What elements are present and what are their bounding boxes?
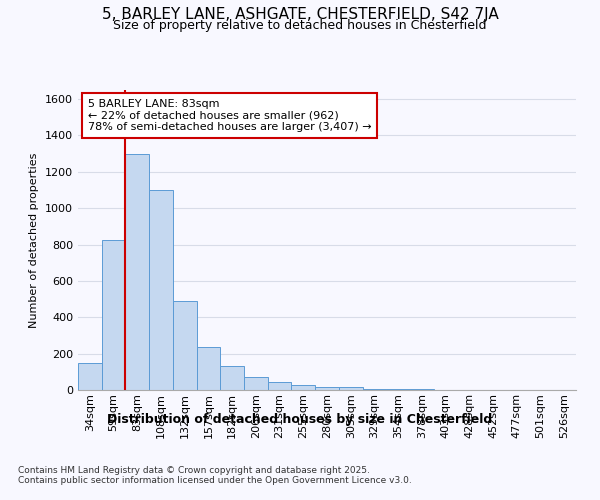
Text: 5, BARLEY LANE, ASHGATE, CHESTERFIELD, S42 7JA: 5, BARLEY LANE, ASHGATE, CHESTERFIELD, S…	[101, 8, 499, 22]
Bar	[173, 301, 197, 390]
Bar	[125, 154, 149, 390]
Text: Size of property relative to detached houses in Chesterfield: Size of property relative to detached ho…	[113, 19, 487, 32]
Bar	[244, 378, 268, 390]
Y-axis label: Number of detached properties: Number of detached properties	[29, 152, 40, 328]
Text: Contains HM Land Registry data © Crown copyright and database right 2025.: Contains HM Land Registry data © Crown c…	[18, 466, 370, 475]
Bar	[220, 366, 244, 390]
Text: 5 BARLEY LANE: 83sqm
← 22% of detached houses are smaller (962)
78% of semi-deta: 5 BARLEY LANE: 83sqm ← 22% of detached h…	[88, 99, 371, 132]
Bar	[78, 362, 102, 390]
Bar	[268, 382, 292, 390]
Bar	[362, 389, 386, 390]
Bar	[386, 389, 410, 390]
Bar	[102, 240, 125, 390]
Bar	[149, 190, 173, 390]
Bar	[339, 388, 362, 390]
Text: Contains public sector information licensed under the Open Government Licence v3: Contains public sector information licen…	[18, 476, 412, 485]
Text: Distribution of detached houses by size in Chesterfield: Distribution of detached houses by size …	[107, 412, 493, 426]
Bar	[292, 386, 315, 390]
Bar	[315, 388, 339, 390]
Bar	[197, 348, 220, 390]
